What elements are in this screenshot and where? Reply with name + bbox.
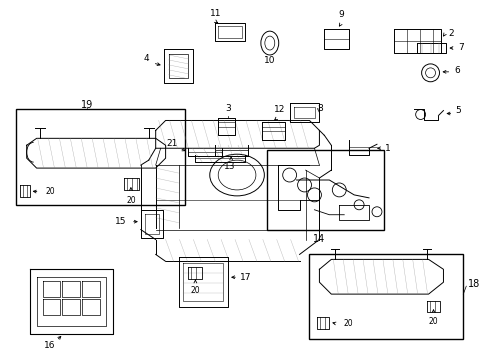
Text: 3: 3 <box>225 104 230 113</box>
Text: 17: 17 <box>240 273 251 282</box>
Text: 20: 20 <box>45 188 55 197</box>
Text: 10: 10 <box>264 56 275 65</box>
Text: 20: 20 <box>190 286 200 295</box>
Text: 2: 2 <box>447 29 453 38</box>
Text: 9: 9 <box>338 10 344 19</box>
Text: 13: 13 <box>224 162 235 171</box>
Text: 19: 19 <box>81 100 93 109</box>
Text: 20: 20 <box>343 319 352 328</box>
Text: 20: 20 <box>126 196 135 205</box>
Text: 4: 4 <box>143 54 148 63</box>
Text: 11: 11 <box>209 9 221 18</box>
Text: 15: 15 <box>115 217 127 226</box>
Text: 5: 5 <box>454 106 460 115</box>
Text: 7: 7 <box>457 42 463 51</box>
Bar <box>16 109 185 205</box>
Text: 16: 16 <box>44 341 55 350</box>
Bar <box>266 150 383 230</box>
Text: 12: 12 <box>273 104 285 113</box>
Text: 21: 21 <box>166 139 177 148</box>
Text: 1: 1 <box>384 144 390 153</box>
Text: 18: 18 <box>468 279 480 289</box>
Text: 8: 8 <box>317 104 323 113</box>
Text: 20: 20 <box>428 317 437 326</box>
Text: 14: 14 <box>313 234 325 244</box>
Text: 6: 6 <box>453 66 459 75</box>
Bar <box>309 255 462 339</box>
